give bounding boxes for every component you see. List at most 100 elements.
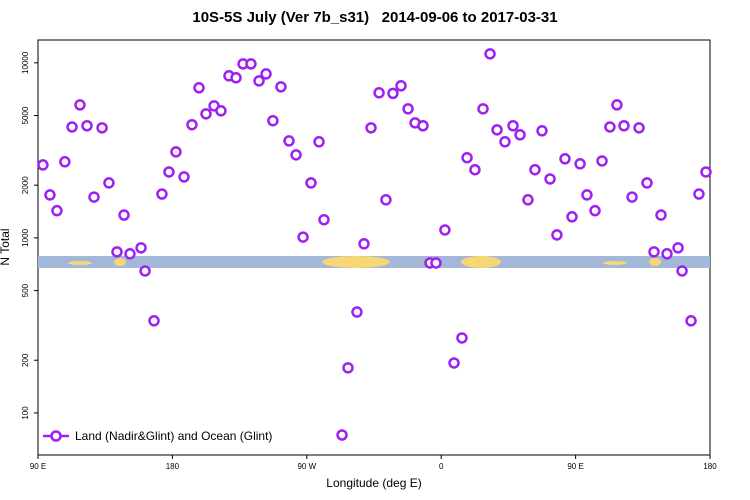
point (373, 87, 385, 99)
point (111, 246, 123, 258)
point (499, 136, 511, 148)
point (596, 155, 608, 167)
point (74, 99, 86, 111)
map-strip (38, 256, 710, 268)
point (313, 136, 325, 148)
point (618, 120, 630, 132)
point (700, 166, 712, 178)
point (365, 122, 377, 134)
point (380, 194, 392, 206)
point (260, 68, 272, 80)
point (139, 265, 151, 277)
point (336, 429, 348, 441)
point (581, 189, 593, 201)
point (193, 82, 205, 94)
point (305, 177, 317, 189)
y-tick-label: 500 (21, 283, 30, 297)
point (178, 171, 190, 183)
point (135, 242, 147, 254)
point (559, 153, 571, 165)
point (215, 105, 227, 117)
point (44, 189, 56, 201)
y-tick-label: 10000 (21, 51, 30, 74)
point (604, 121, 616, 133)
point (156, 188, 168, 200)
point (351, 306, 363, 318)
point (456, 332, 468, 344)
point (66, 121, 78, 133)
point (633, 122, 645, 134)
point (230, 72, 242, 84)
chart-title: 10S-5S July (Ver 7b_s31) 2014-09-06 to 2… (192, 9, 557, 26)
point (318, 213, 330, 226)
point (439, 224, 451, 236)
point (59, 156, 71, 168)
point (118, 209, 130, 221)
point (148, 315, 160, 327)
point (402, 103, 414, 115)
point (96, 122, 108, 134)
point (676, 265, 688, 277)
point (358, 238, 370, 250)
point (477, 103, 489, 115)
x-tick-label: 180 (703, 462, 717, 471)
point (611, 99, 623, 111)
point (574, 158, 586, 170)
point (51, 204, 63, 217)
point (253, 75, 265, 87)
point (297, 231, 309, 243)
point (648, 246, 660, 258)
land (68, 261, 92, 265)
x-tick-label: 180 (166, 462, 180, 471)
point (37, 159, 49, 171)
y-tick-label: 100 (21, 406, 30, 420)
point (484, 48, 496, 60)
legend-label: Land (Nadir&Glint) and Ocean (Glint) (75, 429, 272, 443)
point (672, 242, 684, 254)
point (387, 87, 399, 100)
point (186, 118, 198, 131)
point (544, 173, 556, 185)
land (461, 256, 501, 268)
point (200, 108, 212, 120)
x-tick-label: 0 (439, 462, 444, 471)
land (649, 258, 661, 266)
point (655, 209, 667, 221)
point (163, 166, 175, 178)
point (469, 163, 481, 176)
point (88, 191, 100, 203)
point (430, 257, 442, 269)
point (245, 58, 257, 70)
x-axis-label: Longitude (deg E) (326, 476, 421, 490)
point (275, 81, 287, 93)
land (114, 258, 126, 266)
point (641, 177, 653, 189)
point (551, 229, 563, 241)
y-tick-label: 2000 (21, 176, 30, 194)
point (103, 177, 115, 189)
point (626, 191, 638, 203)
point (267, 114, 279, 127)
point (395, 80, 407, 92)
x-tick-label: 90 E (30, 462, 46, 471)
point (342, 362, 354, 374)
point (522, 194, 534, 206)
land (603, 261, 627, 265)
point (283, 135, 295, 147)
point (81, 120, 93, 132)
point (507, 120, 519, 132)
y-tick-label: 200 (21, 353, 30, 367)
land (322, 256, 390, 268)
point (417, 120, 429, 132)
x-tick-label: 90 E (567, 462, 583, 471)
y-tick-label: 1000 (21, 228, 30, 246)
point (124, 248, 136, 260)
point (589, 204, 601, 217)
point (491, 124, 503, 136)
point (685, 315, 697, 327)
legend-marker (50, 430, 62, 442)
point (514, 129, 526, 141)
y-tick-label: 5000 (21, 106, 30, 124)
point (661, 248, 673, 260)
